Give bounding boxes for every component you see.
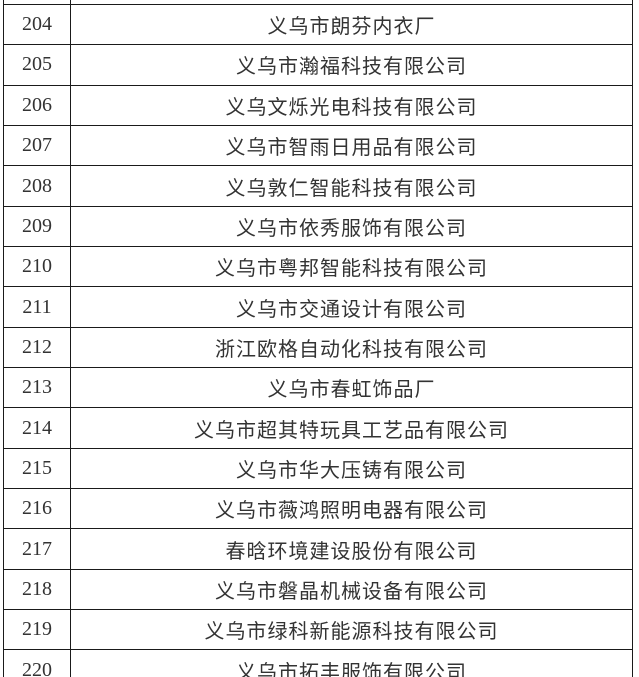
table-row: 207 义乌市智雨日用品有限公司 (3, 124, 633, 167)
company-name-cell: 义乌市智雨日用品有限公司 (70, 124, 633, 167)
company-name-cell: 义乌市交通设计有限公司 (70, 286, 633, 328)
table-row: 218 义乌市磐晶机械设备有限公司 (3, 568, 633, 611)
row-number-cell: 207 (3, 124, 71, 167)
company-name-cell: 义乌市拓丰服饰有限公司 (70, 649, 633, 677)
table-row: 211 义乌市交通设计有限公司 (3, 286, 633, 328)
row-number-cell: 205 (3, 44, 71, 86)
company-list-table: 204 义乌市朗芬内衣厂 205 义乌市瀚福科技有限公司 206 义乌文烁光电科… (3, 0, 633, 677)
table-row: 212 浙江欧格自动化科技有限公司 (3, 326, 633, 369)
company-name-cell: 义乌市磐晶机械设备有限公司 (70, 568, 633, 611)
company-name-cell: 义乌敦仁智能科技有限公司 (70, 165, 633, 207)
row-number-cell: 219 (3, 609, 71, 651)
company-name-cell: 义乌市春虹饰品厂 (70, 367, 633, 409)
table-row: 217 春晗环境建设股份有限公司 (3, 528, 633, 570)
company-name-cell: 浙江欧格自动化科技有限公司 (70, 326, 633, 369)
row-number-cell: 218 (3, 568, 71, 611)
row-number-cell: 214 (3, 407, 71, 449)
row-number-cell: 212 (3, 326, 71, 369)
table-row: 204 义乌市朗芬内衣厂 (3, 3, 633, 46)
table-row: 214 义乌市超其特玩具工艺品有限公司 (3, 407, 633, 449)
table-row: 219 义乌市绿科新能源科技有限公司 (3, 609, 633, 651)
table-row: 216 义乌市薇鸿照明电器有限公司 (3, 488, 633, 530)
company-name-cell: 义乌市依秀服饰有限公司 (70, 205, 633, 248)
table-row: 206 义乌文烁光电科技有限公司 (3, 84, 633, 126)
table-row: 210 义乌市粤邦智能科技有限公司 (3, 246, 633, 288)
table-row: 220 义乌市拓丰服饰有限公司 (3, 649, 633, 677)
company-name-cell: 义乌文烁光电科技有限公司 (70, 84, 633, 126)
company-name-cell: 义乌市绿科新能源科技有限公司 (70, 609, 633, 651)
company-name-cell: 春晗环境建设股份有限公司 (70, 528, 633, 570)
row-number-cell: 211 (3, 286, 71, 328)
table-row: 215 义乌市华大压铸有限公司 (3, 447, 633, 490)
company-name-cell: 义乌市华大压铸有限公司 (70, 447, 633, 490)
row-number-cell: 217 (3, 528, 71, 570)
row-number-cell: 210 (3, 246, 71, 288)
row-number-cell: 220 (3, 649, 71, 677)
table-row: 209 义乌市依秀服饰有限公司 (3, 205, 633, 248)
row-number-cell: 213 (3, 367, 71, 409)
table-row: 213 义乌市春虹饰品厂 (3, 367, 633, 409)
company-name-cell: 义乌市朗芬内衣厂 (70, 3, 633, 46)
row-number-cell: 208 (3, 165, 71, 207)
row-number-cell: 206 (3, 84, 71, 126)
row-number-cell: 216 (3, 488, 71, 530)
table-row: 205 义乌市瀚福科技有限公司 (3, 44, 633, 86)
company-table-body: 204 义乌市朗芬内衣厂 205 义乌市瀚福科技有限公司 206 义乌文烁光电科… (3, 0, 633, 677)
company-name-cell: 义乌市瀚福科技有限公司 (70, 44, 633, 86)
company-name-cell: 义乌市粤邦智能科技有限公司 (70, 246, 633, 288)
company-name-cell: 义乌市超其特玩具工艺品有限公司 (70, 407, 633, 449)
row-number-cell: 209 (3, 205, 71, 248)
table-row: 208 义乌敦仁智能科技有限公司 (3, 165, 633, 207)
row-number-cell: 215 (3, 447, 71, 490)
row-number-cell: 204 (3, 3, 71, 46)
company-name-cell: 义乌市薇鸿照明电器有限公司 (70, 488, 633, 530)
